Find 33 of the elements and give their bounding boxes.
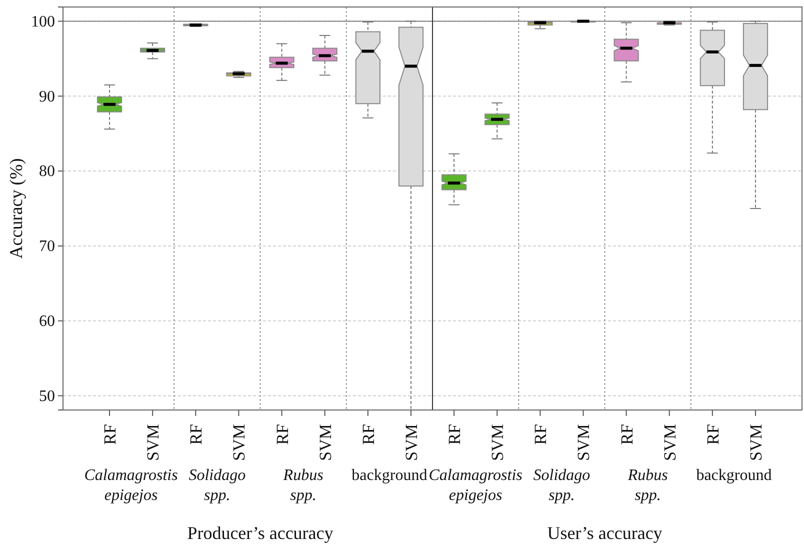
x-tick-label: RF (445, 424, 464, 445)
x-tick-label: SVM (230, 424, 249, 461)
x-tick-label: RF (617, 424, 636, 445)
x-tick-label: RF (100, 424, 120, 445)
text: Rubus spp. (626, 467, 668, 504)
y-tick-label: 60 (39, 312, 55, 330)
text: background (696, 467, 772, 484)
x-tick-label: SVM (746, 424, 766, 461)
x-tick-label: SVM (316, 424, 335, 461)
y-tick-label: 50 (39, 388, 55, 405)
text: Rubus spp. (282, 467, 324, 504)
x-tick-label: SVM (660, 424, 680, 461)
text: Producer’s accuracy (187, 523, 334, 543)
text: Solidago spp. (188, 467, 246, 504)
y-tick-label: 80 (39, 163, 55, 180)
x-tick-label: SVM (488, 424, 508, 461)
x-tick-label: SVM (402, 424, 421, 461)
x-tick-label: RF (531, 424, 550, 445)
text: Calamagrostis epigejos (84, 467, 178, 504)
x-tick-label: RF (272, 424, 292, 445)
x-tick-label: RF (186, 424, 206, 445)
y-tick-label: 70 (39, 238, 55, 256)
text: Calamagrostis epigejos (428, 467, 522, 504)
y-tick-label: 100 (31, 13, 55, 30)
x-tick-label: SVM (574, 424, 594, 461)
x-tick-label: RF (358, 424, 378, 445)
y-tick-label: 90 (39, 88, 55, 106)
x-tick-label: SVM (144, 424, 163, 461)
y-axis-title: Accuracy (%) (6, 158, 26, 259)
x-tick-label: RF (703, 424, 722, 445)
text: background (352, 467, 428, 484)
text: Solidago spp. (533, 467, 590, 504)
text: User’s accuracy (547, 523, 662, 543)
